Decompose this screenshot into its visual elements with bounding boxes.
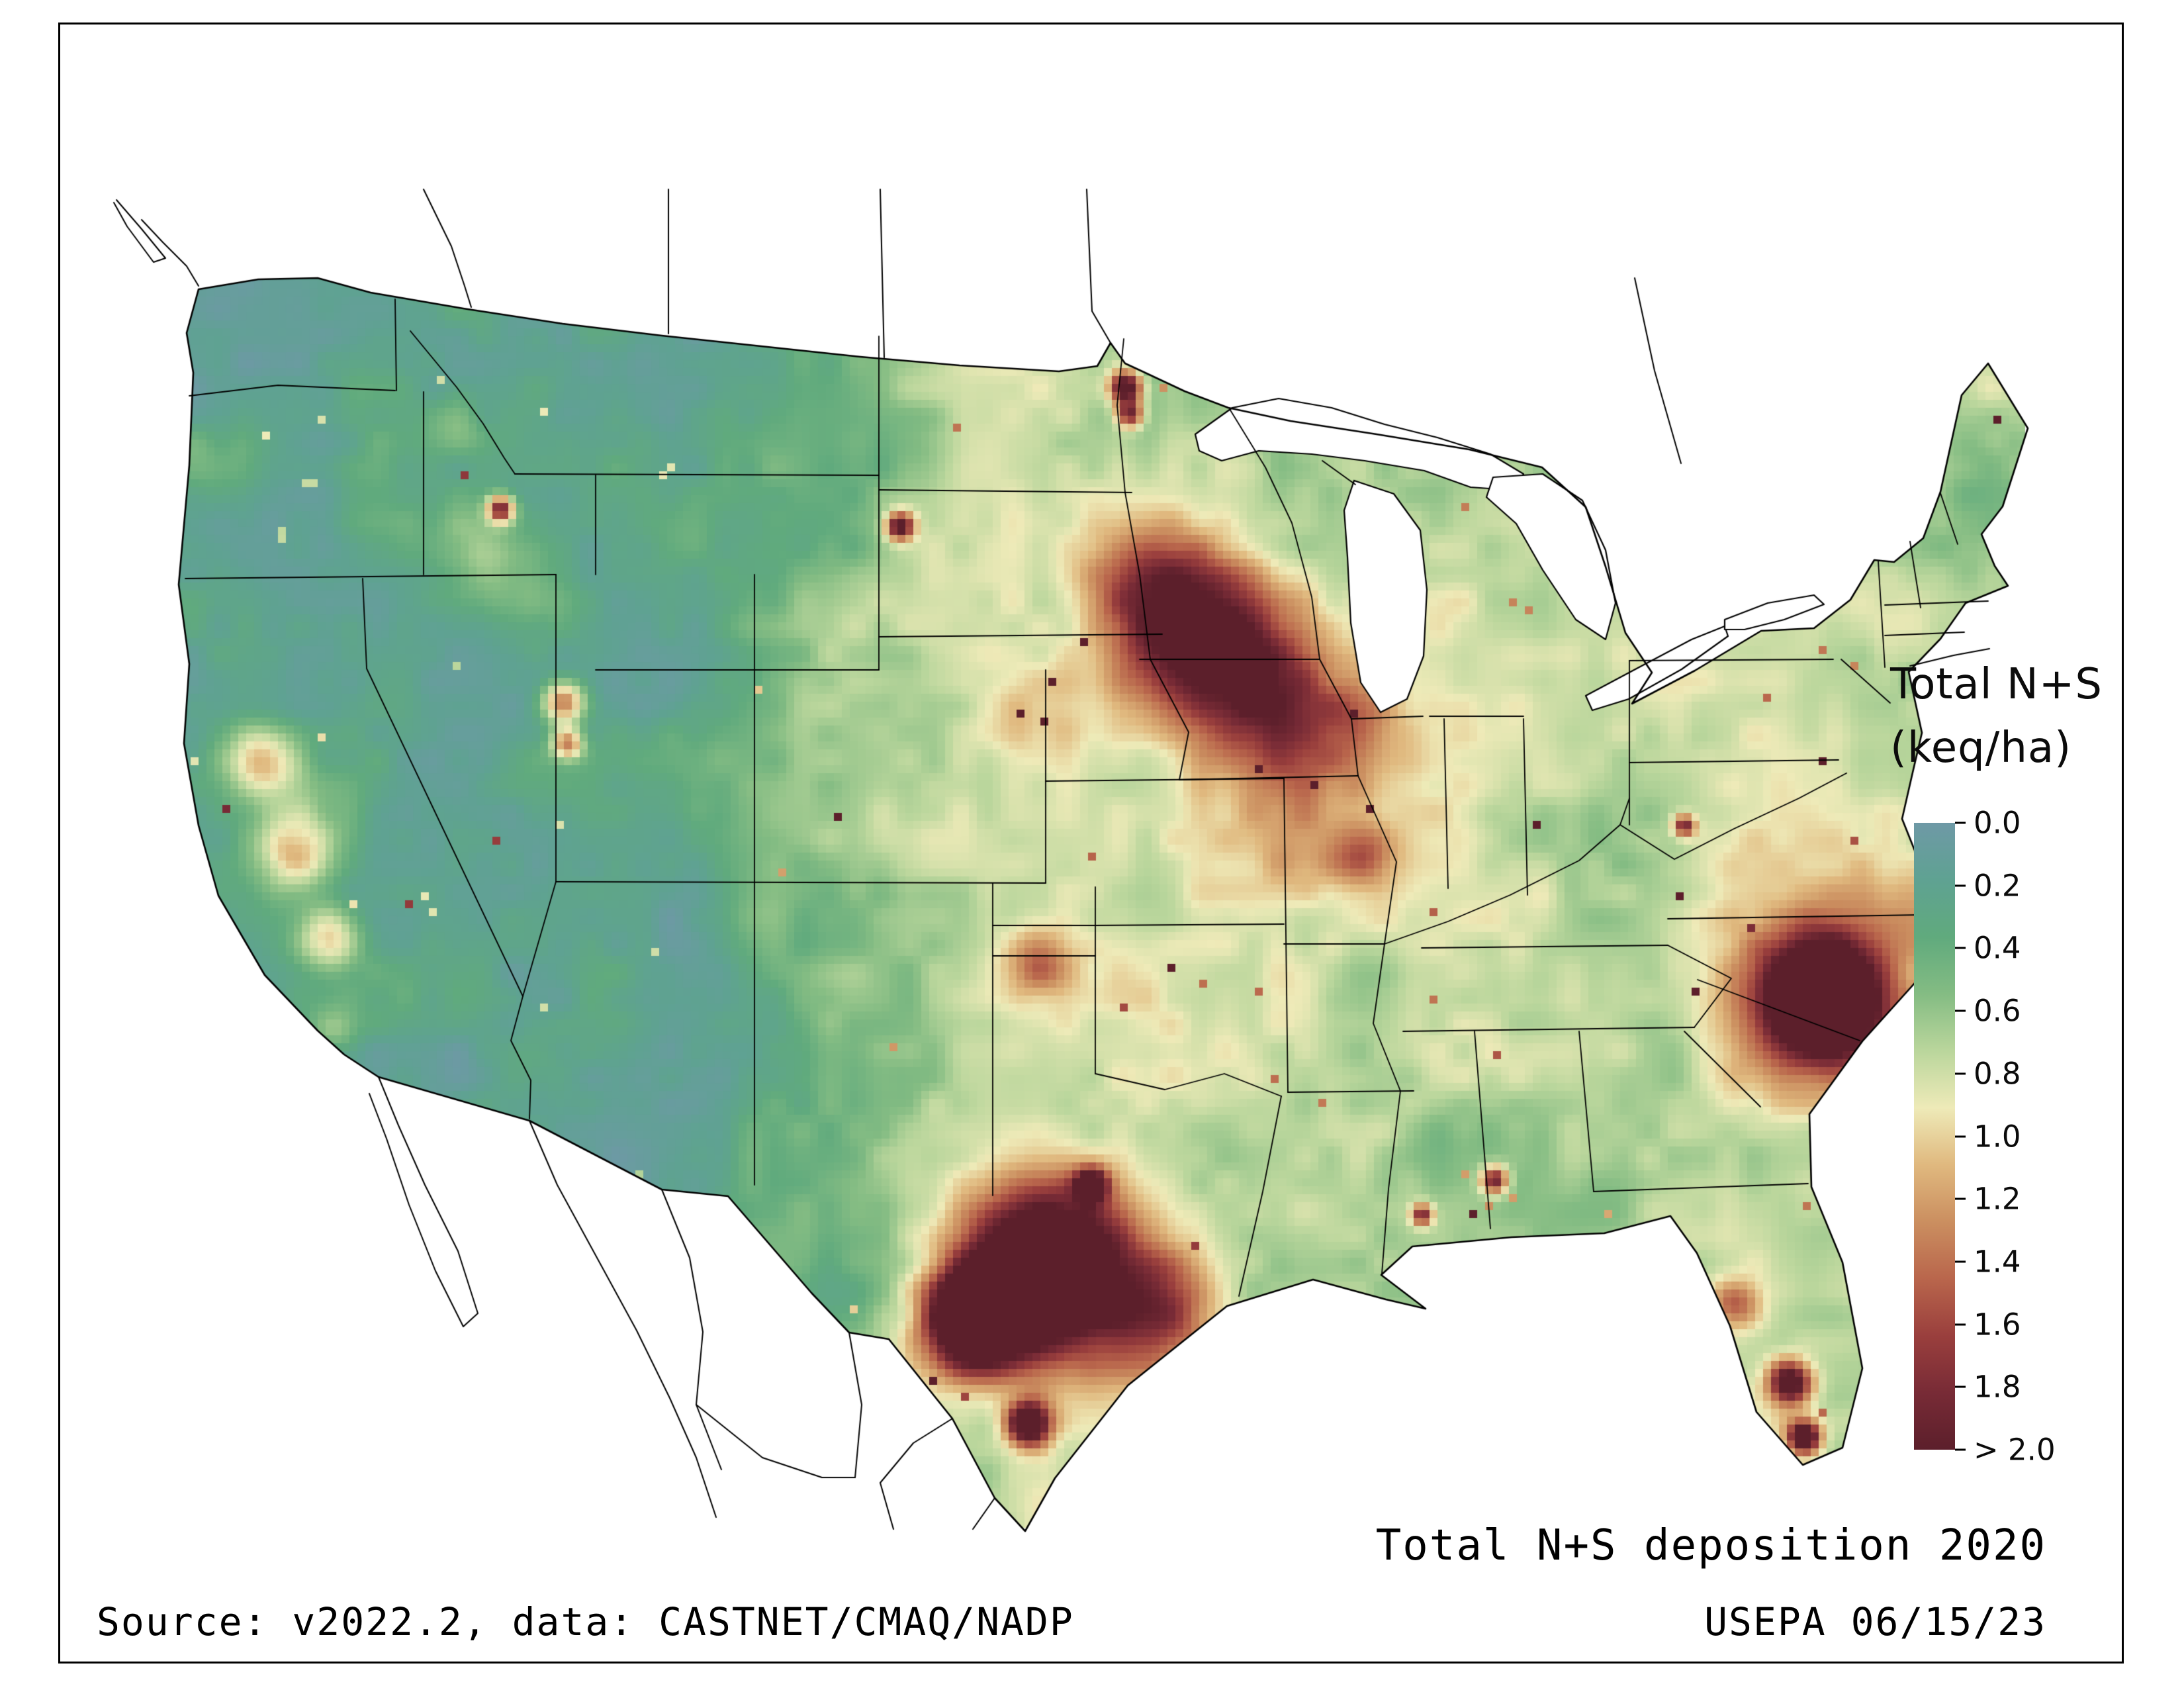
- tick-mark: [1955, 1323, 1966, 1326]
- colorbar-tick-label: 1.4: [1974, 1244, 2021, 1280]
- map-caption: Total N+S deposition 2020: [1375, 1521, 2046, 1570]
- colorbar-tick: 1.6: [1955, 1307, 2021, 1342]
- legend-title: Total N+S (keq/ha): [1890, 653, 2103, 780]
- tick-mark: [1955, 1260, 1966, 1263]
- tick-mark: [1955, 1135, 1966, 1137]
- colorbar-tick: 1.2: [1955, 1182, 2021, 1217]
- tick-mark: [1955, 947, 1966, 949]
- colorbar-gradient: [1914, 823, 1955, 1450]
- tick-mark: [1955, 1072, 1966, 1075]
- colorbar-tick: 1.8: [1955, 1370, 2021, 1405]
- legend-title-line1: Total N+S: [1890, 660, 2103, 709]
- colorbar-tick: > 2.0: [1955, 1432, 2056, 1468]
- colorbar-tick: 1.4: [1955, 1244, 2021, 1279]
- tick-mark: [1955, 1448, 1966, 1451]
- colorbar-tick-label: > 2.0: [1974, 1432, 2056, 1468]
- colorbar-tick-label: 0.8: [1974, 1056, 2021, 1092]
- colorbar-tick-label: 0.4: [1974, 930, 2021, 966]
- tick-mark: [1955, 1385, 1966, 1388]
- tick-mark: [1955, 821, 1966, 824]
- colorbar-tick-label: 0.2: [1974, 868, 2021, 904]
- tick-mark: [1955, 884, 1966, 887]
- colorbar-tick: 0.2: [1955, 868, 2021, 903]
- colorbar-tick-label: 1.6: [1974, 1307, 2021, 1342]
- colorbar-tick-label: 0.0: [1974, 805, 2021, 841]
- tick-mark: [1955, 1197, 1966, 1200]
- colorbar-tick: 1.0: [1955, 1119, 2021, 1154]
- agency-credit: USEPA 06/15/23: [1704, 1599, 2046, 1644]
- source-note: Source: v2022.2, data: CASTNET/CMAQ/NADP: [97, 1599, 1074, 1644]
- colorbar-tick-label: 1.0: [1974, 1119, 2021, 1154]
- colorbar-tick: 0.6: [1955, 994, 2021, 1029]
- colorbar-tick-label: 1.8: [1974, 1369, 2021, 1405]
- colorbar: 0.0 0.2 0.4 0.6 0.8 1.0 1.2 1.4 1.6 1.8 …: [1914, 806, 2056, 1468]
- legend-title-line2: (keq/ha): [1890, 724, 2072, 773]
- colorbar-tick: 0.0: [1955, 806, 2021, 841]
- colorbar-tick: 0.4: [1955, 931, 2021, 966]
- colorbar-tick-label: 0.6: [1974, 993, 2021, 1029]
- tick-mark: [1955, 1009, 1966, 1012]
- colorbar-tick-label: 1.2: [1974, 1181, 2021, 1217]
- colorbar-tick: 0.8: [1955, 1056, 2021, 1091]
